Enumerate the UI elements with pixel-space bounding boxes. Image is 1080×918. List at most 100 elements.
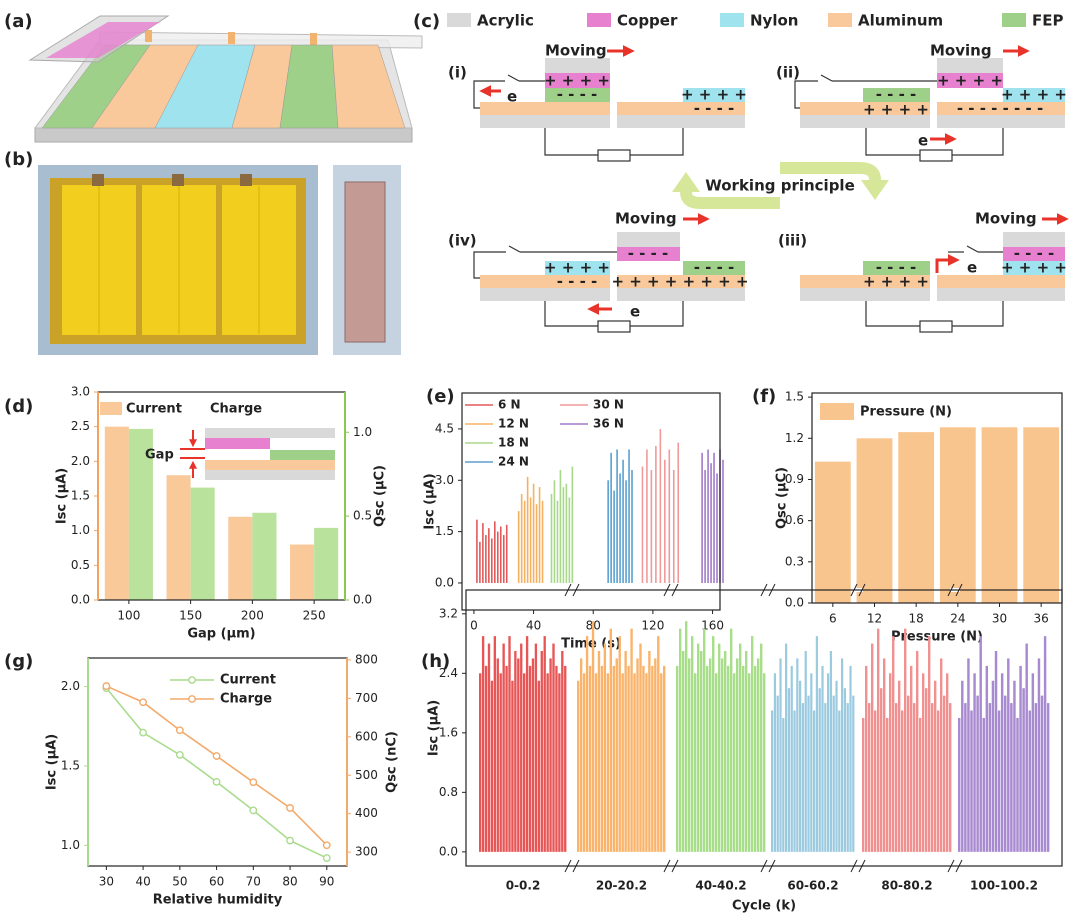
y-tick-label: 0.0 <box>71 593 90 607</box>
spike-bar <box>657 636 660 852</box>
wire <box>630 301 684 327</box>
spike-bar <box>561 651 564 852</box>
legend-label: 24 N <box>498 455 529 469</box>
y-tick-label: 2.0 <box>71 454 90 468</box>
layer <box>480 288 610 301</box>
moving-label: Moving <box>930 42 992 60</box>
wire <box>544 128 598 156</box>
layer <box>937 58 1003 73</box>
spike-bar <box>1016 717 1019 852</box>
spike-bar <box>534 643 538 852</box>
spike-bar <box>1046 703 1050 852</box>
spike-bar <box>1022 688 1025 852</box>
legend-marker <box>188 695 196 703</box>
spike-bar <box>585 636 589 852</box>
plot-frame <box>811 392 1063 604</box>
marker <box>212 752 221 760</box>
spike-bar <box>700 651 703 852</box>
spike-bar <box>633 673 636 852</box>
bar <box>856 438 893 603</box>
inset-layer <box>205 438 270 449</box>
spike-bar <box>880 688 883 852</box>
bar <box>104 426 129 600</box>
spike-bar <box>883 658 886 852</box>
layer <box>937 275 1065 288</box>
spike-bar <box>782 717 785 852</box>
spike-bar <box>543 636 546 852</box>
legend-label: 6 N <box>498 398 521 412</box>
spike-bar <box>970 710 973 852</box>
charges: + + + + + + + + <box>611 273 748 291</box>
spike-bar <box>724 651 727 852</box>
panel-label: (b) <box>4 149 33 170</box>
x-tick-label: 80-80.2 <box>881 879 932 893</box>
y-tick-label: 1.0 <box>353 425 372 439</box>
spike-bar <box>645 673 648 852</box>
y-tick-label: 1.5 <box>71 489 90 503</box>
charges: - - - - <box>876 86 917 104</box>
spike-bar <box>730 628 733 852</box>
y-tick-label: 0.6 <box>785 513 804 527</box>
spike-bar <box>618 636 621 852</box>
spike-bar <box>520 643 523 852</box>
spike-bar <box>564 665 567 852</box>
plot-frame <box>87 657 348 867</box>
panel-label: (a) <box>4 11 33 32</box>
x-tick-label: 24 <box>950 612 965 626</box>
spike-bar <box>785 643 788 852</box>
layer <box>617 247 680 261</box>
spike-bar <box>815 636 819 852</box>
legend-label: Charge <box>220 692 272 707</box>
spike-bar <box>843 688 847 852</box>
spike-bar <box>703 628 706 852</box>
wire <box>820 74 833 82</box>
spike-bar <box>577 680 580 852</box>
x-tick-label: 50 <box>172 875 187 889</box>
spike-bar <box>1010 703 1013 852</box>
y-tick-label: 800 <box>355 652 378 666</box>
bar <box>981 427 1018 603</box>
spike-bar <box>949 703 952 852</box>
bar <box>1023 427 1060 603</box>
x-axis-label: Cycle (k) <box>732 899 796 914</box>
spike-bar <box>682 651 685 852</box>
spike-bar <box>739 643 742 852</box>
spike-bar <box>877 628 880 852</box>
spike-bar <box>588 665 592 852</box>
spike-bar <box>487 643 491 852</box>
charges: + + + + <box>544 259 610 277</box>
spike-bar <box>852 695 855 852</box>
spike-bar <box>807 695 810 852</box>
legend-label: 18 N <box>498 436 529 450</box>
marker <box>175 750 184 759</box>
layer <box>863 88 930 102</box>
spike-bar <box>943 695 946 852</box>
legend-label: 12 N <box>498 417 529 431</box>
x-tick-label: 36 <box>1034 612 1049 626</box>
spike-bar <box>479 673 482 852</box>
charges: - - - - <box>557 86 598 104</box>
spike-bar <box>523 673 526 852</box>
spike-bar <box>715 673 718 852</box>
layer <box>800 288 930 301</box>
spike-bar <box>832 695 835 852</box>
spike-bar <box>1004 695 1007 852</box>
spike-bar <box>1031 673 1035 852</box>
spike-bar <box>1040 695 1044 852</box>
resistor <box>597 320 631 333</box>
spike-bar <box>988 703 992 852</box>
y-tick-label: 700 <box>355 691 378 705</box>
spike-bar <box>757 658 760 852</box>
spike-bar <box>727 665 730 852</box>
spike-bar <box>886 717 889 852</box>
wire <box>473 251 506 279</box>
spike-bar <box>958 717 961 852</box>
spike-bar <box>502 643 505 852</box>
spike-bar <box>937 710 940 852</box>
series-line <box>105 687 328 859</box>
charges: + + + + <box>1001 259 1067 277</box>
legend-label: Charge <box>210 402 262 417</box>
spike-bar <box>754 665 757 852</box>
spike-bar <box>910 665 913 852</box>
